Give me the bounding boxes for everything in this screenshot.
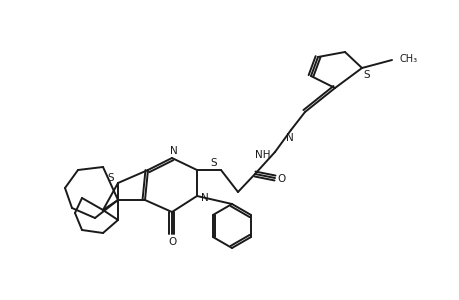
Text: N: N [285, 133, 293, 143]
Text: N: N [201, 193, 208, 203]
Text: S: S [107, 173, 114, 183]
Text: NH: NH [255, 150, 270, 160]
Text: O: O [277, 174, 285, 184]
Text: S: S [363, 70, 369, 80]
Text: N: N [170, 146, 178, 156]
Text: S: S [210, 158, 217, 168]
Text: CH₃: CH₃ [399, 54, 417, 64]
Text: O: O [168, 237, 177, 247]
